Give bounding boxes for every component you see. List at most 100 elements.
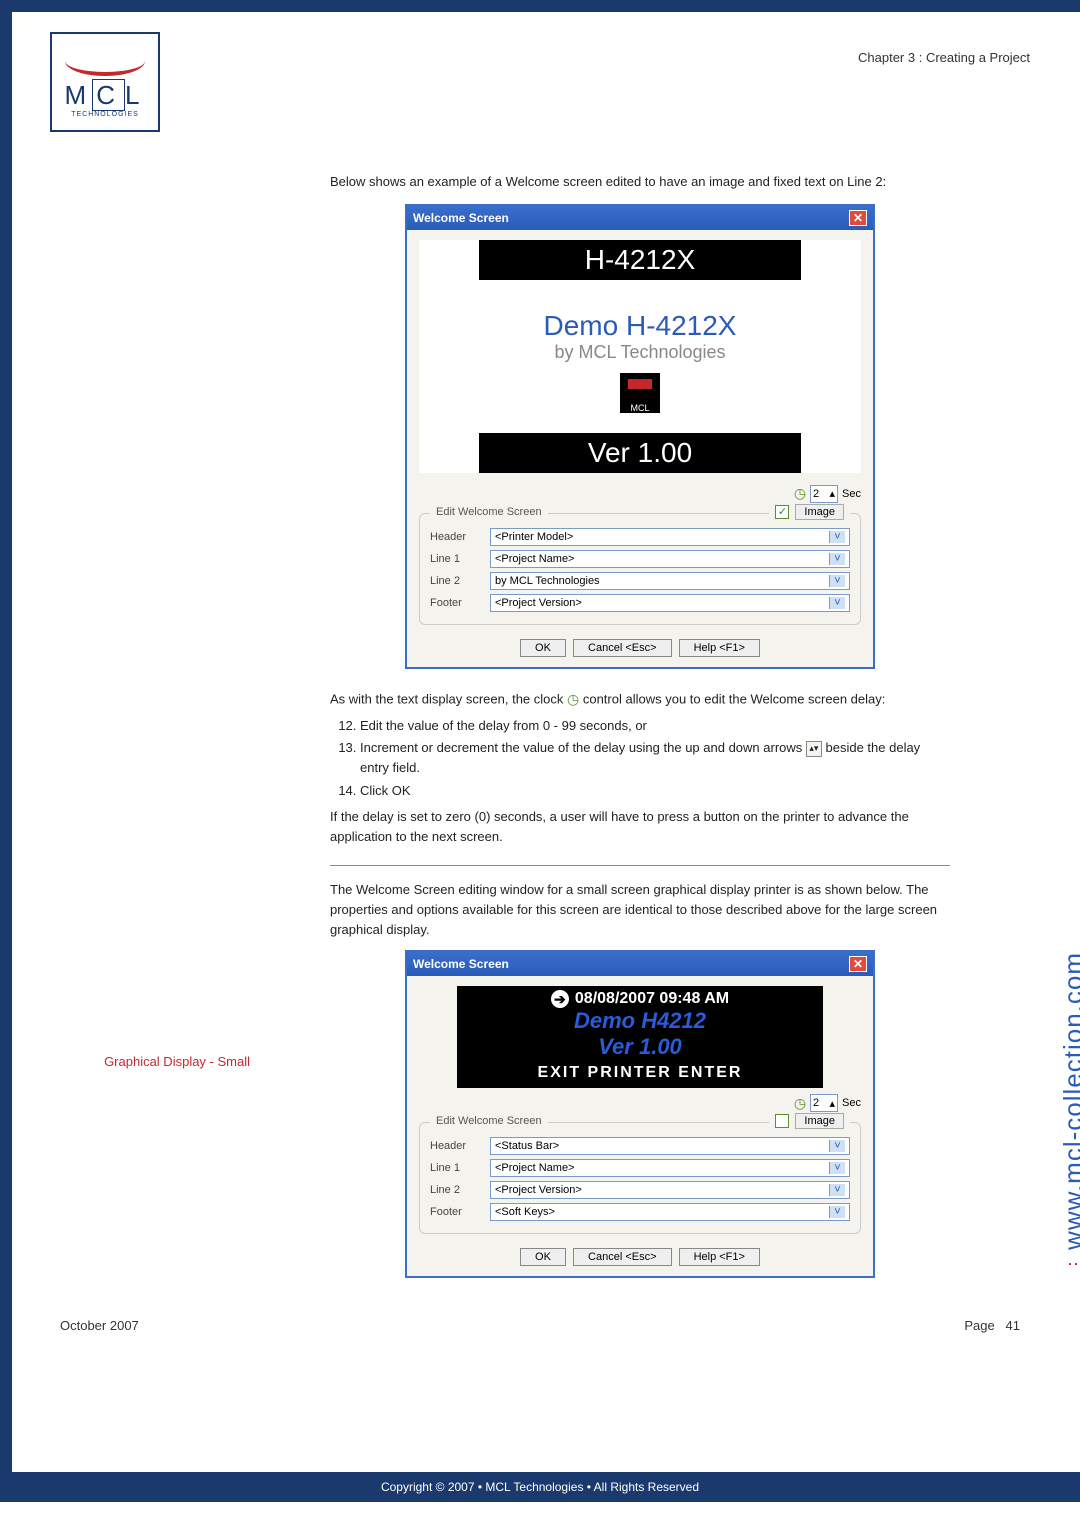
preview-body: Demo H-4212X by MCL Technologies MCL <box>419 280 861 433</box>
footer-date: October 2007 <box>60 1318 139 1333</box>
steps-list: Edit the value of the delay from 0 - 99 … <box>360 716 950 801</box>
row-label: Footer <box>430 1206 480 1218</box>
row-line1: Line 1 <Project Name>˅ <box>430 1159 850 1177</box>
image-checkbox[interactable] <box>775 1114 789 1128</box>
footer-dropdown[interactable]: <Soft Keys>˅ <box>490 1203 850 1221</box>
close-icon[interactable]: ✕ <box>849 210 867 226</box>
help-button[interactable]: Help <F1> <box>679 639 760 657</box>
sec-label: Sec <box>842 488 861 500</box>
preview-title: Demo H-4212X <box>419 310 861 342</box>
fieldset-legend: Edit Welcome Screen <box>430 506 548 518</box>
footer-page: Page 41 <box>964 1318 1020 1333</box>
preview-footer-bar: Ver 1.00 <box>479 433 801 473</box>
dialog-titlebar: Welcome Screen ✕ <box>407 952 873 976</box>
chevron-down-icon: ˅ <box>829 553 845 565</box>
link-icon: ⋮ <box>1066 1254 1080 1273</box>
preview-softkeys: EXIT PRINTER ENTER <box>457 1060 823 1082</box>
preview-status: ➔ 08/08/2007 09:48 AM <box>457 990 823 1008</box>
preview-line1: Demo H4212 <box>457 1008 823 1034</box>
chevron-down-icon: ˅ <box>829 597 845 609</box>
row-line1: Line 1 <Project Name>˅ <box>430 550 850 568</box>
chapter-label: Chapter 3 : Creating a Project <box>858 50 1030 65</box>
copyright-bar: Copyright © 2007 • MCL Technologies • Al… <box>0 1472 1080 1502</box>
dialog-titlebar: Welcome Screen ✕ <box>407 206 873 230</box>
arrow-icon: ➔ <box>551 990 569 1008</box>
logo-text: MCL <box>65 80 146 111</box>
delay-spinner[interactable]: 2▴ <box>810 1094 838 1112</box>
step-14: Click OK <box>360 781 950 801</box>
preview-logo-icon: MCL <box>620 373 660 413</box>
row-header: Header <Printer Model>˅ <box>430 528 850 546</box>
preview-line2: Ver 1.00 <box>457 1034 823 1060</box>
separator <box>330 865 950 866</box>
edit-fieldset: Edit Welcome Screen ✓ Image Header <Prin… <box>419 513 861 625</box>
fieldset-right: Image <box>769 1113 850 1129</box>
para1b: control allows you to edit the Welcome s… <box>583 691 886 706</box>
close-icon[interactable]: ✕ <box>849 956 867 972</box>
welcome-dialog-large: Welcome Screen ✕ H-4212X Demo H-4212X by… <box>405 204 875 669</box>
delay-spinner[interactable]: 2▴ <box>810 485 838 503</box>
mcl-logo: MCL TECHNOLOGIES <box>50 32 160 132</box>
row-footer: Footer <Project Version>˅ <box>430 594 850 612</box>
row-label: Line 1 <box>430 1162 480 1174</box>
body-text-1: As with the text display screen, the clo… <box>330 689 950 848</box>
help-button[interactable]: Help <F1> <box>679 1248 760 1266</box>
clock-icon: ◷ <box>567 691 579 707</box>
side-heading: Graphical Display - Small <box>50 1054 250 1069</box>
line1-dropdown[interactable]: <Project Name>˅ <box>490 550 850 568</box>
logo-subtext: TECHNOLOGIES <box>71 111 139 118</box>
row-label: Line 1 <box>430 553 480 565</box>
chevron-down-icon: ˅ <box>829 1206 845 1218</box>
logo-swoosh <box>65 46 145 76</box>
header-dropdown[interactable]: <Status Bar>˅ <box>490 1137 850 1155</box>
row-line2: Line 2 by MCL Technologies˅ <box>430 572 850 590</box>
preview-subtitle: by MCL Technologies <box>419 342 861 363</box>
image-checkbox[interactable]: ✓ <box>775 505 789 519</box>
page-footer: October 2007 Page 41 <box>50 1318 1030 1333</box>
spinner-icon: ▴▾ <box>806 741 822 757</box>
header-dropdown[interactable]: <Printer Model>˅ <box>490 528 850 546</box>
main-content-2: The Welcome Screen editing window for a … <box>330 880 950 1278</box>
cancel-button[interactable]: Cancel <Esc> <box>573 639 671 657</box>
chevron-down-icon: ˅ <box>829 575 845 587</box>
welcome-dialog-small: Welcome Screen ✕ ➔ 08/08/2007 09:48 AM D… <box>405 950 875 1278</box>
chevron-down-icon: ˅ <box>829 1162 845 1174</box>
dialog-title: Welcome Screen <box>413 957 509 971</box>
row-label: Footer <box>430 597 480 609</box>
row-line2: Line 2 <Project Version>˅ <box>430 1181 850 1199</box>
edit-fieldset: Edit Welcome Screen Image Header <Status… <box>419 1122 861 1234</box>
screen-preview-small: ➔ 08/08/2007 09:48 AM Demo H4212 Ver 1.0… <box>457 986 823 1088</box>
line2-dropdown[interactable]: <Project Version>˅ <box>490 1181 850 1199</box>
para3: The Welcome Screen editing window for a … <box>330 880 950 940</box>
main-content: Below shows an example of a Welcome scre… <box>330 172 950 866</box>
fieldset-right: ✓ Image <box>769 504 850 520</box>
page-header: MCL TECHNOLOGIES Chapter 3 : Creating a … <box>50 32 1030 132</box>
image-button[interactable]: Image <box>795 1113 844 1129</box>
dialog-title: Welcome Screen <box>413 211 509 225</box>
cancel-button[interactable]: Cancel <Esc> <box>573 1248 671 1266</box>
fieldset-legend: Edit Welcome Screen <box>430 1115 548 1127</box>
row-label: Header <box>430 1140 480 1152</box>
row-label: Line 2 <box>430 575 480 587</box>
para1a: As with the text display screen, the clo… <box>330 691 567 706</box>
chevron-down-icon: ˅ <box>829 531 845 543</box>
step-12: Edit the value of the delay from 0 - 99 … <box>360 716 950 736</box>
row-header: Header <Status Bar>˅ <box>430 1137 850 1155</box>
line2-dropdown[interactable]: by MCL Technologies˅ <box>490 572 850 590</box>
screen-preview: H-4212X Demo H-4212X by MCL Technologies… <box>419 240 861 473</box>
intro-text: Below shows an example of a Welcome scre… <box>330 172 950 192</box>
clock-icon: ◷ <box>794 1095 806 1112</box>
para2: If the delay is set to zero (0) seconds,… <box>330 807 950 847</box>
ok-button[interactable]: OK <box>520 639 566 657</box>
image-button[interactable]: Image <box>795 504 844 520</box>
step-13: Increment or decrement the value of the … <box>360 738 950 778</box>
dialog-buttons: OK Cancel <Esc> Help <F1> <box>407 1242 873 1276</box>
dialog-buttons: OK Cancel <Esc> Help <F1> <box>407 633 873 667</box>
top-bar <box>0 0 1080 12</box>
ok-button[interactable]: OK <box>520 1248 566 1266</box>
footer-dropdown[interactable]: <Project Version>˅ <box>490 594 850 612</box>
chevron-down-icon: ˅ <box>829 1140 845 1152</box>
line1-dropdown[interactable]: <Project Name>˅ <box>490 1159 850 1177</box>
row-footer: Footer <Soft Keys>˅ <box>430 1203 850 1221</box>
side-url: ⋮www.mcl-collection.com <box>1058 952 1080 1273</box>
